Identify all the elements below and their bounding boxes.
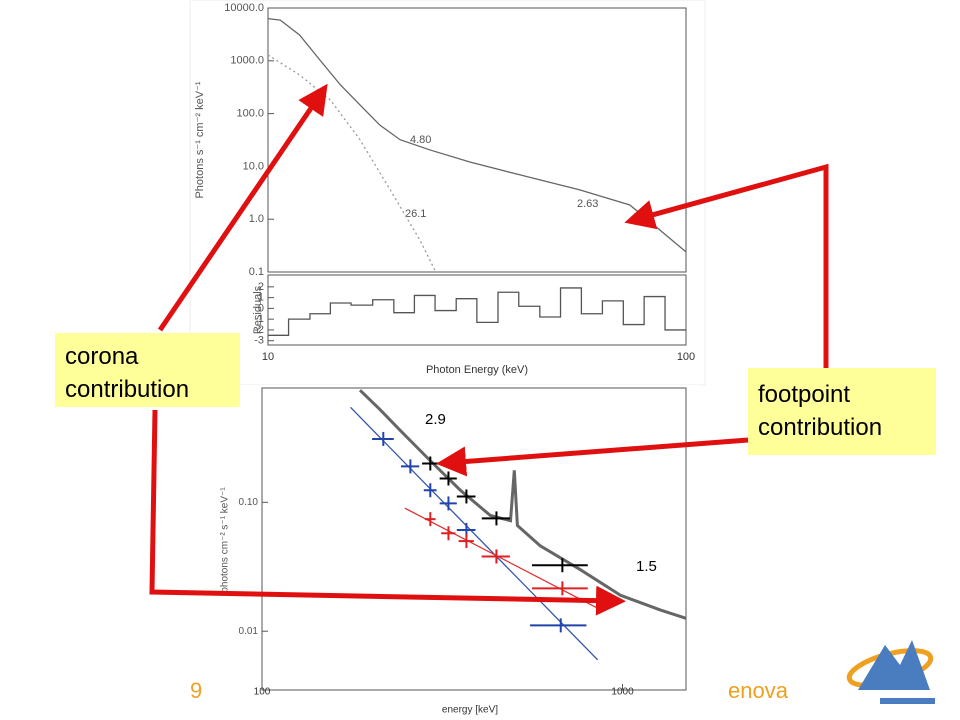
callout-line: contribution [65, 376, 190, 403]
logo [846, 640, 935, 704]
chart-panel [189, 0, 706, 386]
y-tick-label: 0.10 [239, 497, 259, 508]
page-number: 9 [190, 678, 202, 703]
annotation: 26.1 [405, 208, 426, 220]
callout-line: footpoint [758, 381, 851, 408]
y-tick-label: 10.0 [243, 160, 264, 172]
y-axis-label: photons cm⁻² s⁻¹ keV⁻¹ [220, 487, 231, 593]
x-axis-label: energy [keV] [442, 705, 498, 716]
annotation: 1.5 [636, 558, 657, 575]
series-line [267, 17, 687, 253]
y-tick-label: 1.0 [249, 213, 264, 225]
x-axis-label: Photon Energy (keV) [426, 364, 528, 376]
x-tick-label: 10 [262, 351, 274, 363]
y-tick-label: 10000.0 [224, 2, 264, 14]
callout-line: contribution [758, 414, 883, 441]
y-tick-label: -3 [254, 335, 264, 347]
series-line [268, 287, 686, 336]
y-tick-label: 0.01 [239, 626, 259, 637]
callout: footpoint contribution [748, 368, 936, 455]
annotation: 2.9 [425, 411, 446, 428]
annotation: 4.80 [410, 134, 431, 146]
callout: corona contribution [55, 333, 240, 407]
x-tick-label: 100 [677, 351, 695, 363]
x-tick-label: 100 [254, 687, 271, 698]
series-line [267, 54, 437, 273]
footer-text: enova [728, 678, 789, 703]
x-tick-label: 1000 [611, 687, 634, 698]
y-axis-label: Residuals [252, 285, 264, 334]
y-tick-label: 1000.0 [230, 55, 264, 67]
y-tick-label: 0.1 [249, 266, 264, 278]
chart-panel [215, 385, 700, 720]
y-axis-label: Photons s⁻¹ cm⁻² keV⁻¹ [194, 81, 206, 198]
annotation: 2.63 [577, 198, 598, 210]
callout-line: corona [65, 343, 139, 370]
y-tick-label: 100.0 [236, 108, 264, 120]
